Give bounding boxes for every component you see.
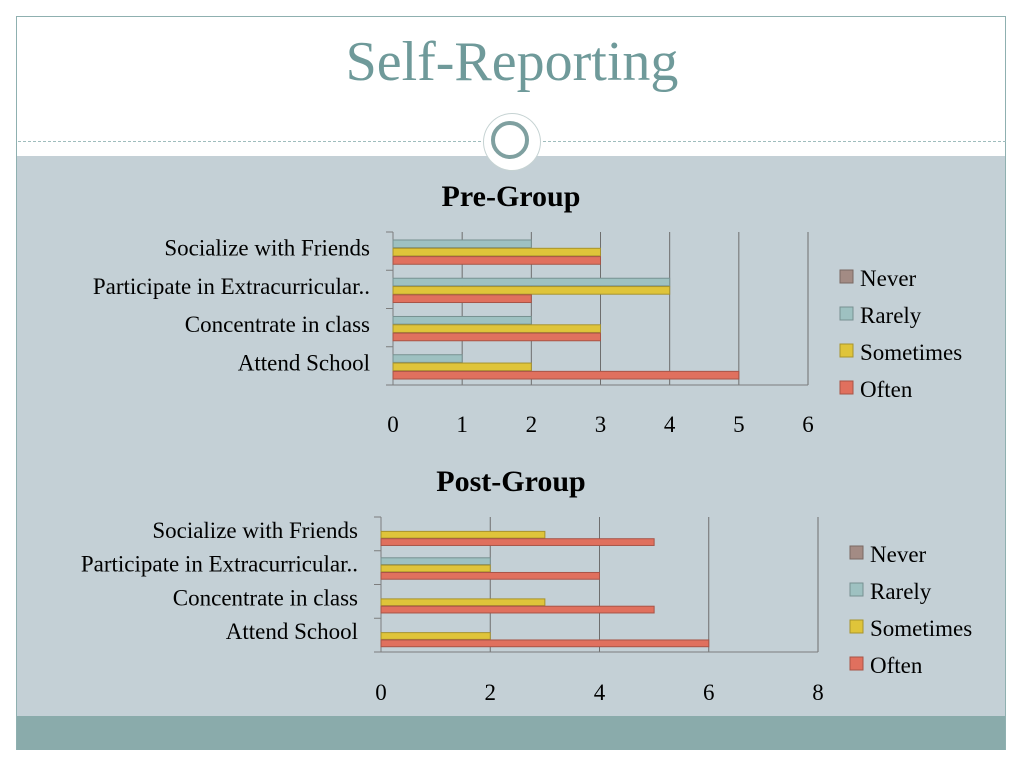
x-tick-label: 6 bbox=[703, 680, 715, 705]
bar-often bbox=[392, 256, 601, 265]
x-tick-label: 3 bbox=[595, 412, 607, 437]
bar-sometimes bbox=[392, 324, 601, 333]
legend-swatch-often bbox=[849, 656, 864, 671]
category-label: Participate in Extracurricular.. bbox=[93, 274, 370, 299]
category-label: Participate in Extracurricular.. bbox=[81, 552, 358, 577]
category-label: Socialize with Friends bbox=[164, 236, 370, 261]
x-tick-label: 4 bbox=[664, 412, 676, 437]
legend-label: Sometimes bbox=[870, 616, 972, 641]
ornament-ring bbox=[491, 121, 529, 159]
x-tick-label: 5 bbox=[733, 412, 745, 437]
x-tick-label: 0 bbox=[375, 680, 387, 705]
bar-often bbox=[392, 294, 532, 304]
bar-often bbox=[380, 639, 710, 648]
bar-rarely bbox=[380, 557, 491, 566]
bar-often bbox=[380, 605, 655, 614]
legend-label: Rarely bbox=[870, 579, 932, 604]
x-tick-label: 2 bbox=[485, 680, 497, 705]
legend-swatch-never bbox=[849, 545, 864, 560]
legend-swatch-rarely bbox=[849, 582, 864, 597]
x-tick-label: 4 bbox=[594, 680, 606, 705]
bar-rarely bbox=[392, 354, 463, 363]
bar-often bbox=[392, 332, 601, 342]
bar-often bbox=[380, 571, 600, 580]
bar-rarely bbox=[392, 315, 532, 325]
legend-swatch-sometimes bbox=[839, 343, 854, 358]
legend-label: Often bbox=[870, 653, 923, 678]
bar-sometimes bbox=[392, 286, 671, 295]
category-label: Concentrate in class bbox=[185, 312, 370, 337]
legend-swatch-sometimes bbox=[849, 619, 864, 634]
x-tick-label: 1 bbox=[456, 412, 468, 437]
x-tick-label: 8 bbox=[812, 680, 824, 705]
bar-sometimes bbox=[392, 247, 601, 257]
bar-sometimes bbox=[380, 598, 546, 607]
legend-swatch-rarely bbox=[839, 306, 854, 321]
legend-label: Never bbox=[860, 266, 917, 291]
legend-swatch-never bbox=[839, 269, 854, 284]
bar-often bbox=[392, 370, 740, 380]
x-tick-label: 0 bbox=[387, 412, 399, 437]
chart-title: Pre-Group bbox=[442, 180, 581, 213]
bar-sometimes bbox=[380, 564, 491, 573]
legend-label: Rarely bbox=[860, 303, 922, 328]
bar-rarely bbox=[392, 239, 532, 249]
x-tick-label: 2 bbox=[526, 412, 538, 437]
x-tick-label: 6 bbox=[802, 412, 814, 437]
chart-title: Post-Group bbox=[436, 465, 585, 498]
slide-title: Self-Reporting bbox=[345, 31, 679, 93]
category-label: Attend School bbox=[238, 350, 370, 375]
bar-rarely bbox=[392, 277, 671, 287]
category-label: Attend School bbox=[226, 619, 358, 644]
category-label: Concentrate in class bbox=[173, 585, 358, 610]
bar-often bbox=[380, 538, 655, 546]
legend-swatch-often bbox=[839, 380, 854, 395]
footer-band bbox=[17, 716, 1005, 750]
legend-label: Sometimes bbox=[860, 340, 962, 365]
legend-label: Often bbox=[860, 377, 913, 402]
category-label: Socialize with Friends bbox=[152, 518, 358, 543]
bar-sometimes bbox=[380, 530, 546, 539]
bar-sometimes bbox=[392, 362, 532, 372]
legend-label: Never bbox=[870, 542, 927, 567]
ornament-core bbox=[498, 128, 522, 152]
bar-sometimes bbox=[380, 632, 491, 640]
